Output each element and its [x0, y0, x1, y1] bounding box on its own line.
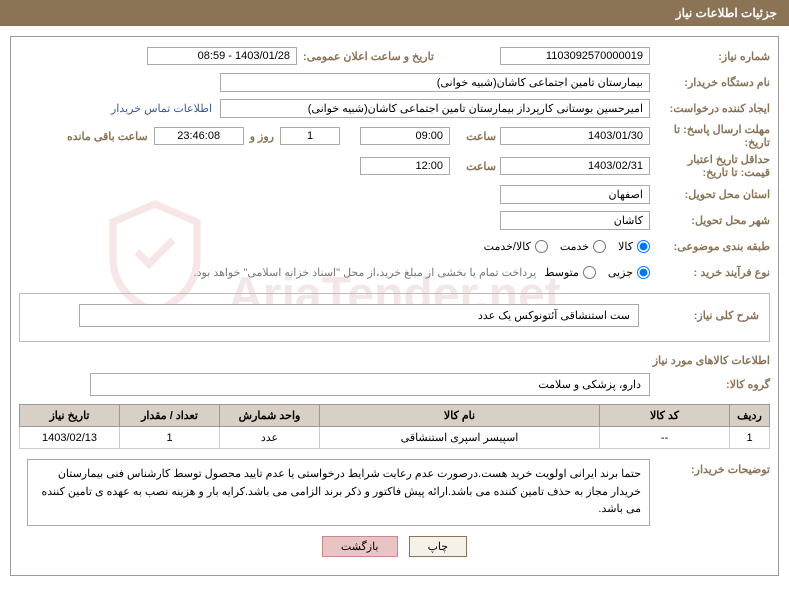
row-need-number: شماره نیاز: 1103092570000019 تاریخ و ساع… [19, 45, 770, 67]
row-buyer-desc: توضیحات خریدار: حتما برند ایرانی اولویت … [19, 459, 770, 526]
radio-medium-input[interactable] [583, 266, 596, 279]
radio-medium-label: متوسط [544, 266, 579, 279]
print-button[interactable]: چاپ [409, 536, 468, 557]
th-name: نام کالا [320, 405, 600, 427]
field-need-number: 1103092570000019 [500, 47, 650, 65]
radio-service-input[interactable] [593, 240, 606, 253]
radio-small-input[interactable] [637, 266, 650, 279]
field-buyer-desc: حتما برند ایرانی اولویت خرید هست.درصورت … [27, 459, 650, 526]
th-date: تاریخ نیاز [20, 405, 120, 427]
label-announce-date: تاریخ و ساعت اعلان عمومی: [297, 50, 440, 63]
label-need-number: شماره نیاز: [650, 50, 770, 63]
table-header-row: ردیف کد کالا نام کالا واحد شمارش تعداد /… [20, 405, 770, 427]
field-validity-time: 12:00 [360, 157, 450, 175]
field-announce-date: 1403/01/28 - 08:59 [147, 47, 297, 65]
label-validity: حداقل تاریخ اعتبار قیمت: تا تاریخ: [650, 153, 770, 179]
td-qty: 1 [120, 427, 220, 449]
radio-goods[interactable]: کالا [618, 240, 650, 253]
field-deadline-time: 09:00 [360, 127, 450, 145]
label-goods-group: گروه کالا: [650, 378, 770, 391]
td-unit: عدد [220, 427, 320, 449]
classification-radio-group: کالا خدمت کالا/خدمت [484, 240, 650, 253]
label-delivery-city: شهر محل تحویل: [650, 214, 770, 227]
field-general-desc: ست استنشاقی آئتونوکس یک عدد [79, 304, 639, 327]
field-hours-remaining: 23:46:08 [154, 127, 244, 145]
radio-both-label: کالا/خدمت [484, 240, 531, 253]
row-purchase-type: نوع فرآیند خرید : جزیی متوسط پرداخت تمام… [19, 261, 770, 283]
radio-both-input[interactable] [535, 240, 548, 253]
purchase-type-radio-group: جزیی متوسط [544, 266, 650, 279]
field-days-remaining: 1 [280, 127, 340, 145]
radio-small[interactable]: جزیی [608, 266, 650, 279]
label-buyer-org: نام دستگاه خریدار: [650, 76, 770, 89]
radio-small-label: جزیی [608, 266, 633, 279]
radio-service-label: خدمت [560, 240, 589, 253]
td-name: اسپیسر اسپری استنشاقی [320, 427, 600, 449]
label-creator: ایجاد کننده درخواست: [650, 102, 770, 115]
td-row: 1 [730, 427, 770, 449]
label-deadline-time: ساعت [450, 130, 500, 143]
field-delivery-city: کاشان [500, 211, 650, 230]
th-qty: تعداد / مقدار [120, 405, 220, 427]
label-classification: طبقه بندی موضوعی: [650, 240, 770, 253]
row-creator: ایجاد کننده درخواست: امیرحسین بوستانی کا… [19, 97, 770, 119]
label-validity-time: ساعت [450, 160, 500, 173]
label-delivery-province: استان محل تحویل: [650, 188, 770, 201]
field-delivery-province: اصفهان [500, 185, 650, 204]
radio-both[interactable]: کالا/خدمت [484, 240, 548, 253]
field-buyer-org: بیمارستان تامین اجتماعی کاشان(شبیه خوانی… [220, 73, 650, 92]
goods-table: ردیف کد کالا نام کالا واحد شمارش تعداد /… [19, 404, 770, 449]
row-delivery-city: شهر محل تحویل: کاشان [19, 209, 770, 231]
button-row: چاپ بازگشت [19, 536, 770, 557]
return-button[interactable]: بازگشت [322, 536, 398, 557]
label-purchase-type: نوع فرآیند خرید : [650, 266, 770, 279]
row-general-desc: شرح کلی نیاز: ست استنشاقی آئتونوکس یک عد… [30, 304, 759, 327]
row-goods-group: گروه کالا: دارو، پزشکی و سلامت [19, 373, 770, 396]
radio-goods-label: کالا [618, 240, 633, 253]
general-desc-section: شرح کلی نیاز: ست استنشاقی آئتونوکس یک عد… [19, 293, 770, 342]
row-buyer-org: نام دستگاه خریدار: بیمارستان تامین اجتما… [19, 71, 770, 93]
label-deadline: مهلت ارسال پاسخ: تا تاریخ: [650, 123, 770, 149]
th-code: کد کالا [600, 405, 730, 427]
row-validity: حداقل تاریخ اعتبار قیمت: تا تاریخ: 1403/… [19, 153, 770, 179]
page-title: جزئیات اطلاعات نیاز [676, 6, 777, 20]
th-unit: واحد شمارش [220, 405, 320, 427]
field-validity-date: 1403/02/31 [500, 157, 650, 175]
row-deadline: مهلت ارسال پاسخ: تا تاریخ: 1403/01/30 سا… [19, 123, 770, 149]
label-buyer-desc: توضیحات خریدار: [650, 459, 770, 476]
radio-goods-input[interactable] [637, 240, 650, 253]
td-code: -- [600, 427, 730, 449]
field-deadline-date: 1403/01/30 [500, 127, 650, 145]
label-general-desc: شرح کلی نیاز: [639, 309, 759, 322]
field-creator: امیرحسین بوستانی کارپرداز بیمارستان تامی… [220, 99, 650, 118]
label-hours-left: ساعت باقی مانده [61, 130, 154, 143]
row-delivery-province: استان محل تحویل: اصفهان [19, 183, 770, 205]
radio-service[interactable]: خدمت [560, 240, 606, 253]
th-row: ردیف [730, 405, 770, 427]
td-date: 1403/02/13 [20, 427, 120, 449]
radio-medium[interactable]: متوسط [544, 266, 596, 279]
table-row: 1 -- اسپیسر اسپری استنشاقی عدد 1 1403/02… [20, 427, 770, 449]
purchase-note: پرداخت تمام یا بخشی از مبلغ خرید،از محل … [194, 266, 537, 279]
buyer-contact-link[interactable]: اطلاعات تماس خریدار [111, 102, 212, 115]
main-form: AriaTender.net شماره نیاز: 1103092570000… [10, 36, 779, 576]
goods-info-title: اطلاعات کالاهای مورد نیاز [19, 354, 770, 367]
page-header: جزئیات اطلاعات نیاز [0, 0, 789, 26]
row-classification: طبقه بندی موضوعی: کالا خدمت کالا/خدمت [19, 235, 770, 257]
field-goods-group: دارو، پزشکی و سلامت [90, 373, 650, 396]
label-days-left: روز و [244, 130, 280, 143]
